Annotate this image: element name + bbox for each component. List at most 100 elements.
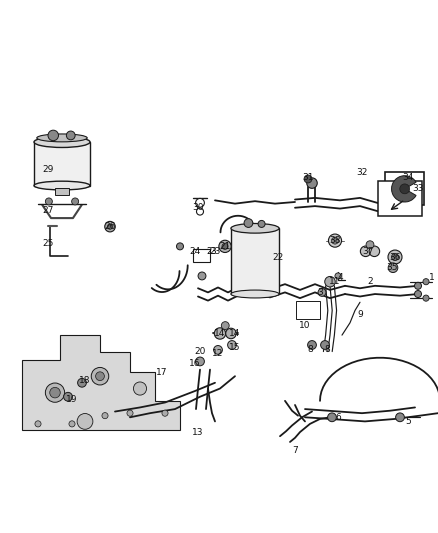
Text: 8: 8 [324, 345, 330, 354]
Circle shape [105, 221, 115, 232]
Text: 38: 38 [329, 236, 341, 245]
Bar [231, 228, 279, 294]
Text: 6: 6 [335, 413, 341, 422]
Circle shape [91, 367, 109, 385]
Circle shape [214, 345, 223, 354]
Circle shape [325, 277, 335, 287]
Circle shape [244, 219, 253, 228]
Circle shape [196, 198, 205, 207]
Wedge shape [392, 176, 416, 202]
Text: 9: 9 [357, 310, 363, 319]
Circle shape [177, 243, 184, 250]
Text: 15: 15 [229, 343, 241, 352]
Ellipse shape [231, 223, 279, 233]
Text: 1: 1 [429, 273, 435, 282]
Text: 16: 16 [189, 359, 201, 368]
Circle shape [50, 387, 60, 398]
Text: 14: 14 [230, 329, 241, 338]
Ellipse shape [37, 134, 87, 142]
Text: 31: 31 [302, 173, 314, 182]
Circle shape [388, 250, 402, 264]
Circle shape [307, 341, 316, 349]
Bar [56, 188, 69, 196]
Circle shape [221, 321, 229, 329]
Text: 8: 8 [307, 345, 313, 354]
Circle shape [64, 392, 72, 401]
Circle shape [328, 413, 336, 422]
Circle shape [318, 288, 326, 296]
Text: 20: 20 [194, 347, 206, 356]
Text: 19: 19 [66, 395, 78, 403]
Circle shape [48, 130, 59, 141]
Circle shape [369, 246, 380, 256]
Circle shape [414, 290, 421, 297]
Bar [385, 173, 424, 205]
Text: 26: 26 [104, 222, 116, 231]
Text: 23: 23 [209, 247, 221, 256]
Ellipse shape [34, 136, 90, 148]
Text: 35: 35 [386, 263, 398, 272]
Circle shape [400, 184, 410, 194]
Circle shape [219, 240, 231, 253]
Circle shape [228, 341, 237, 349]
Text: 25: 25 [42, 239, 54, 248]
Circle shape [258, 221, 265, 228]
Text: 29: 29 [42, 165, 54, 174]
Circle shape [423, 279, 429, 285]
Circle shape [197, 208, 204, 215]
Circle shape [328, 234, 342, 247]
Circle shape [423, 295, 429, 301]
Circle shape [162, 410, 168, 416]
Circle shape [35, 421, 41, 427]
Bar [193, 249, 210, 262]
Text: 11: 11 [329, 277, 341, 286]
Circle shape [392, 254, 399, 261]
Text: 12: 12 [212, 349, 224, 358]
Circle shape [307, 178, 317, 188]
Text: 32: 32 [356, 168, 367, 177]
Text: 33: 33 [412, 184, 424, 193]
Circle shape [226, 328, 236, 339]
Text: 7: 7 [292, 446, 298, 455]
Bar [378, 181, 422, 216]
Bar [296, 301, 320, 319]
Circle shape [102, 413, 108, 419]
Circle shape [396, 413, 404, 422]
Ellipse shape [34, 181, 90, 190]
Circle shape [95, 372, 104, 381]
Bar [34, 142, 90, 185]
Text: 14: 14 [214, 329, 226, 338]
Circle shape [67, 131, 75, 140]
Text: 17: 17 [156, 368, 168, 377]
Circle shape [198, 272, 206, 280]
Circle shape [388, 263, 398, 272]
Text: 18: 18 [79, 376, 91, 385]
Text: 4: 4 [337, 273, 343, 282]
Text: 5: 5 [405, 417, 411, 426]
Circle shape [69, 421, 75, 427]
Circle shape [366, 241, 374, 249]
Circle shape [304, 175, 312, 183]
Text: 37: 37 [362, 247, 374, 256]
Circle shape [214, 328, 226, 339]
Circle shape [46, 383, 65, 402]
Circle shape [335, 273, 341, 279]
Circle shape [321, 341, 329, 349]
Text: 23: 23 [207, 247, 217, 256]
Text: 27: 27 [42, 206, 54, 215]
Ellipse shape [231, 290, 279, 298]
Circle shape [107, 224, 113, 229]
Circle shape [72, 198, 79, 205]
Circle shape [360, 246, 371, 256]
Text: 30: 30 [192, 203, 204, 212]
Text: 34: 34 [403, 173, 413, 182]
Circle shape [196, 357, 205, 366]
Circle shape [222, 243, 228, 249]
Circle shape [46, 198, 53, 205]
Text: 24: 24 [189, 247, 201, 256]
Text: 13: 13 [192, 427, 204, 437]
Text: 22: 22 [272, 253, 284, 262]
Text: 36: 36 [389, 253, 401, 262]
Circle shape [134, 382, 147, 395]
Text: 10: 10 [299, 321, 311, 330]
